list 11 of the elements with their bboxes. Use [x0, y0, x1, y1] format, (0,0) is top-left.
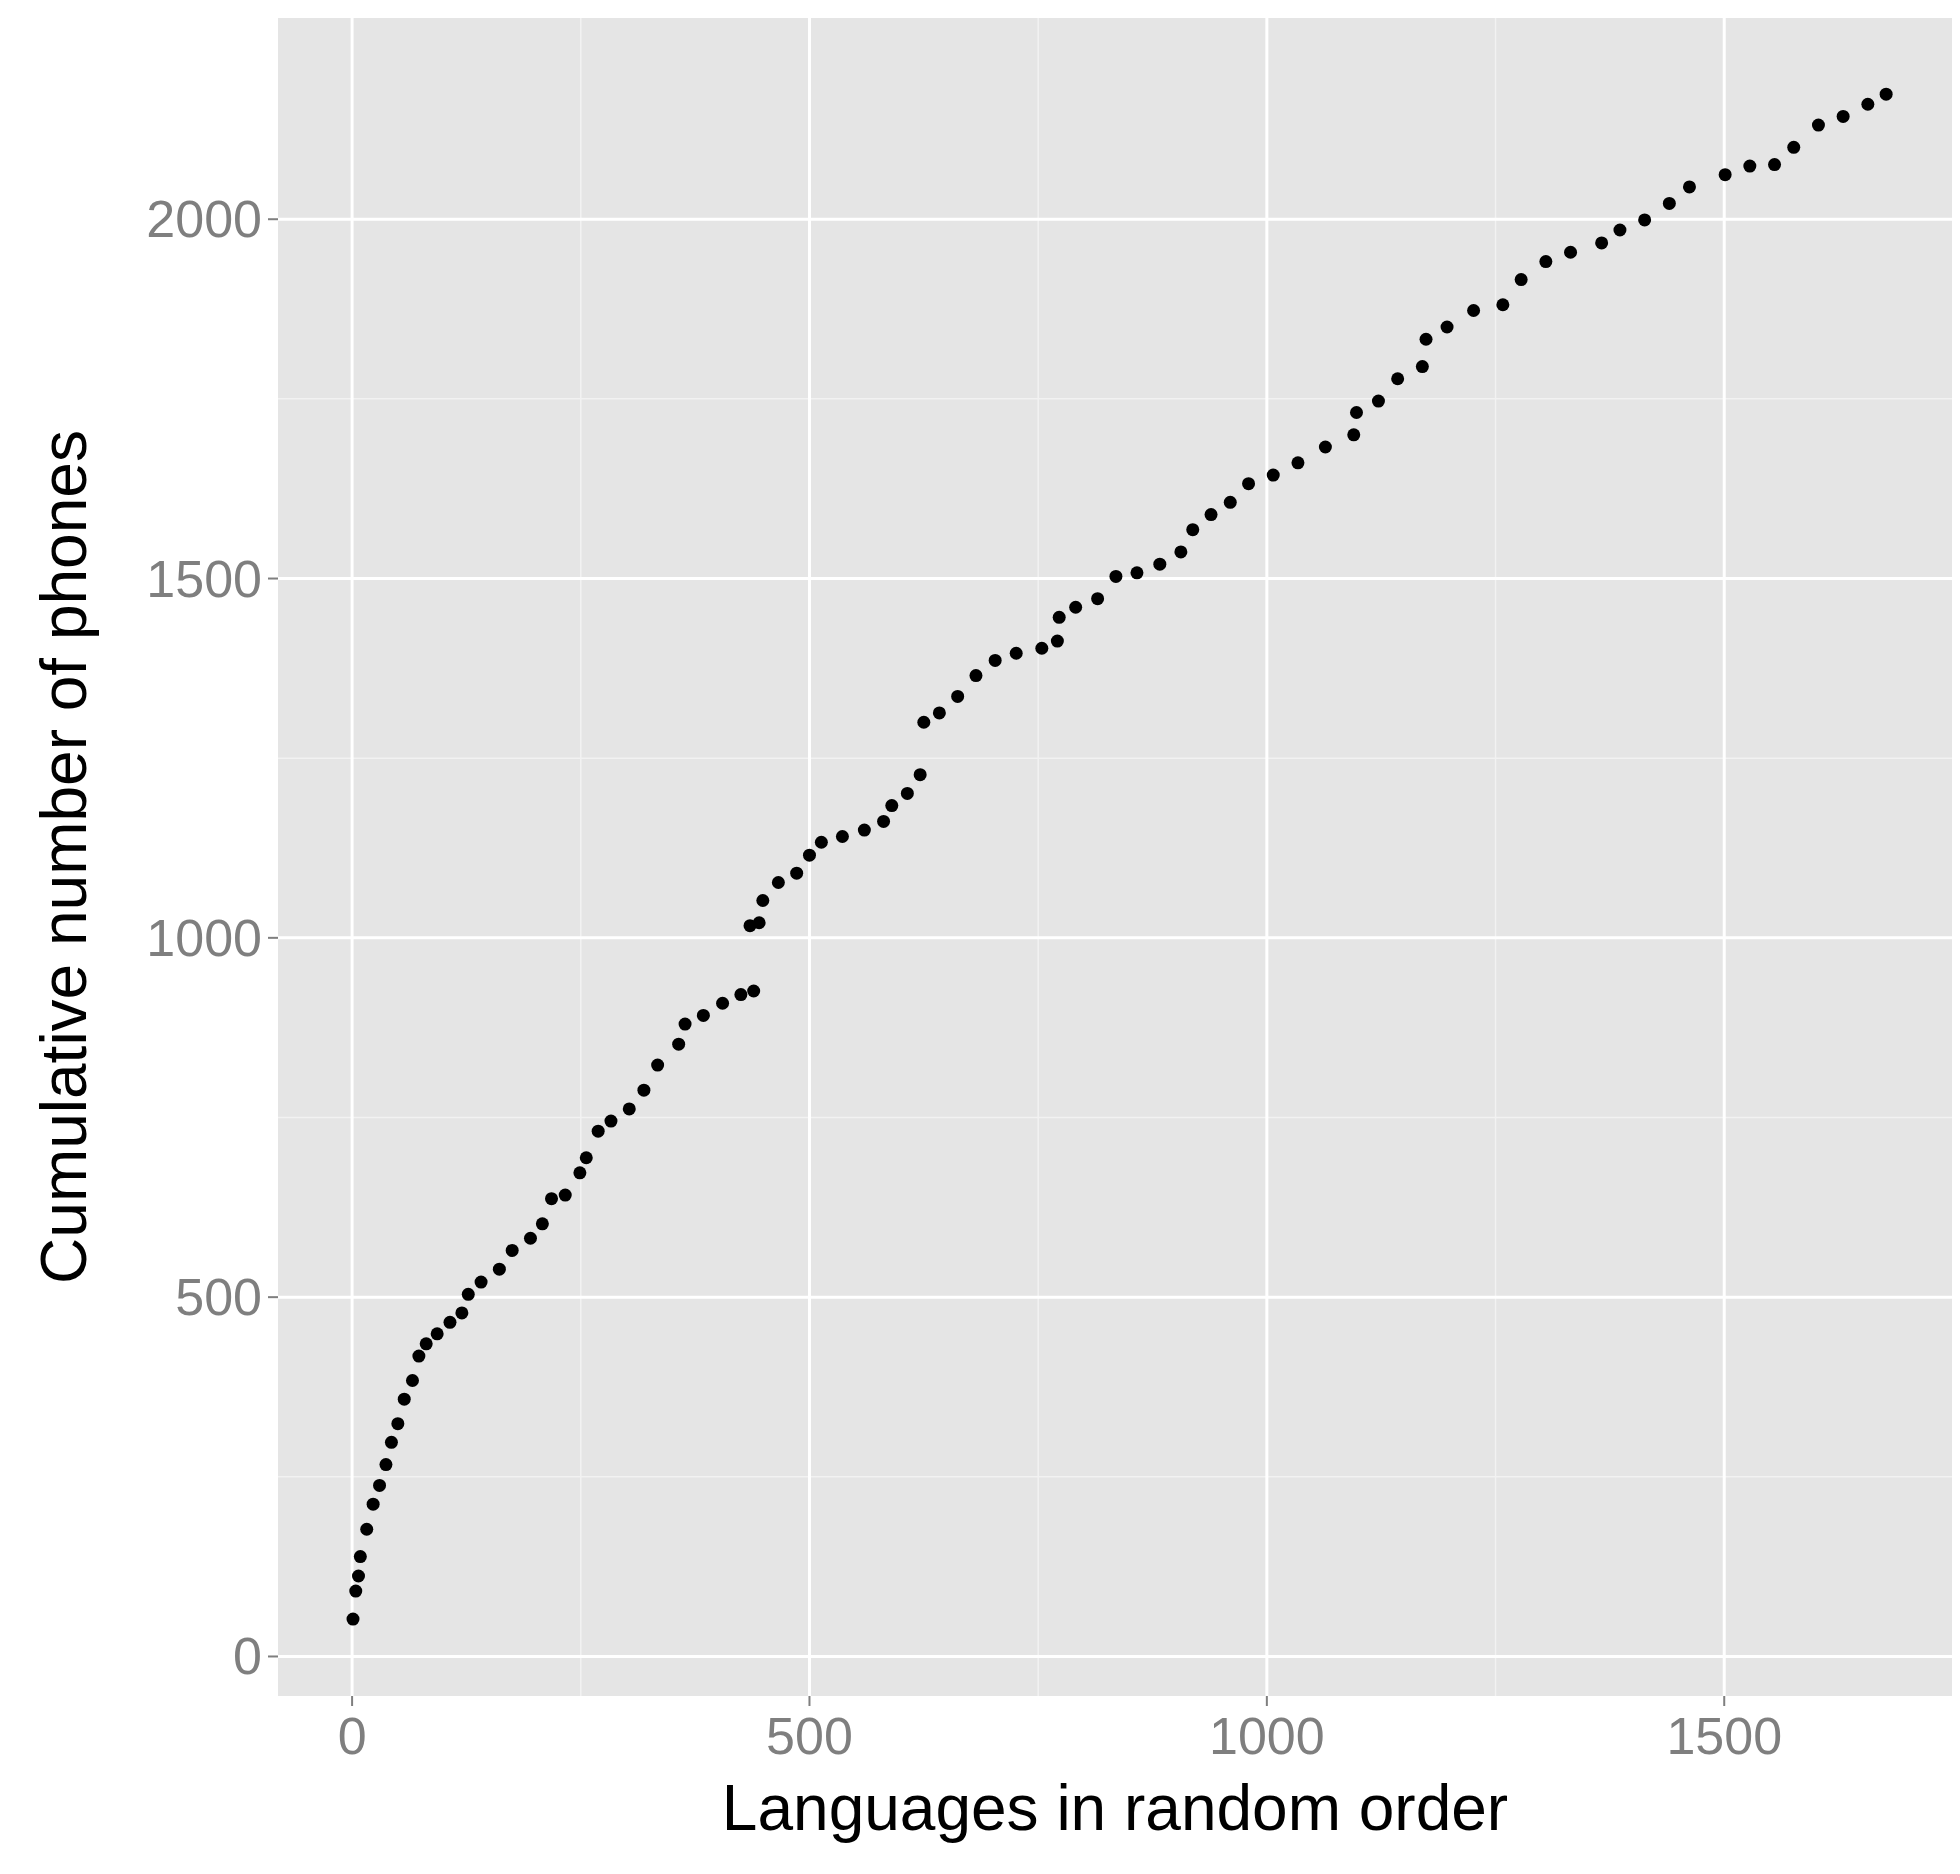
x-axis-title: Languages in random order — [721, 1772, 1509, 1844]
y-axis-title: Cumulative number of phones — [28, 430, 100, 1284]
x-tick-label: 500 — [766, 1707, 853, 1765]
y-tick-label: 2000 — [146, 190, 262, 249]
y-tick-label: 500 — [175, 1268, 262, 1327]
y-tick-label: 1000 — [146, 908, 262, 967]
y-tick-label: 1500 — [146, 549, 262, 608]
x-tick-label: 0 — [337, 1707, 367, 1765]
x-tick-label: 1000 — [1209, 1707, 1325, 1765]
x-tick-label: 1500 — [1666, 1707, 1783, 1765]
y-tick-label: 0 — [233, 1627, 262, 1686]
